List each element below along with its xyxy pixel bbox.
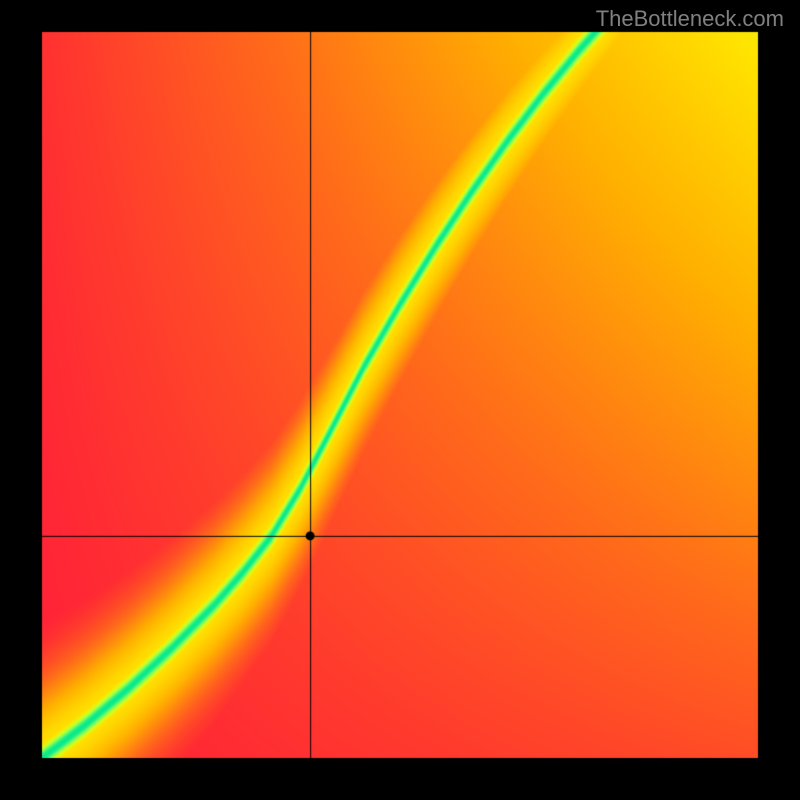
heatmap-plot xyxy=(0,0,800,800)
watermark-label: TheBottleneck.com xyxy=(596,6,784,32)
bottleneck-heatmap: TheBottleneck.com xyxy=(0,0,800,800)
